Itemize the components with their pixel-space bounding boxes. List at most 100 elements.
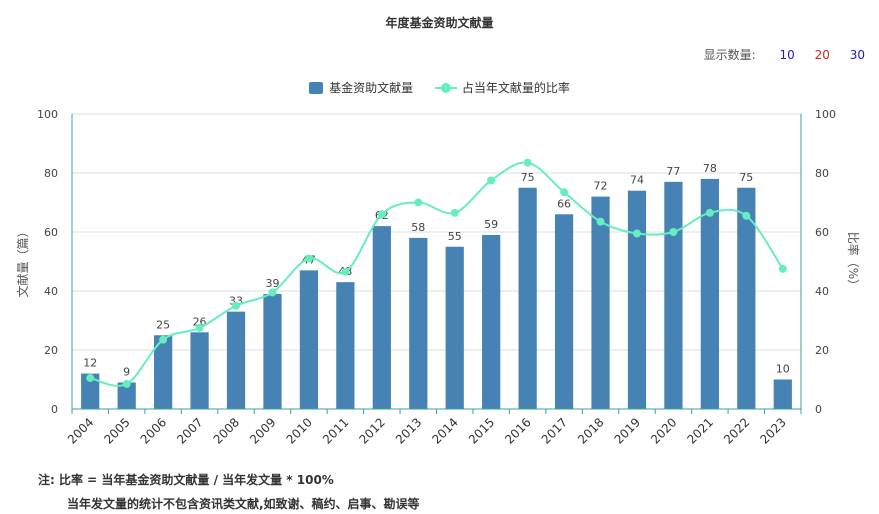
x-tick-label: 2019 [612,415,643,446]
display-count-option-10[interactable]: 10 [779,48,795,62]
ratio-point [669,228,678,236]
bar-data-label: 58 [411,221,425,234]
bar-data-label: 39 [265,277,279,290]
display-count-option-30[interactable]: 30 [849,48,865,62]
bar [81,373,100,409]
ratio-point [304,254,313,263]
bar [190,332,209,409]
x-tick-label: 2013 [393,415,424,446]
bar-data-label: 75 [521,171,535,184]
bar [700,178,719,409]
bar-data-label: 72 [594,180,608,193]
legend-line-swatch [434,82,457,94]
bar [226,311,246,409]
bar-data-label: 66 [557,197,571,210]
ratio-point [560,188,569,197]
bar [773,379,792,409]
legend-item-line[interactable]: 占当年文献量的比率 [434,79,570,96]
x-tick-label: 2009 [247,415,278,446]
chart-legend: 基金资助文献量 占当年文献量的比率 [0,79,879,97]
x-tick-label: 2014 [429,415,460,446]
y-tick-label-left: 40 [44,285,58,298]
y-axis-title-right: 比率（%） [846,232,861,291]
ratio-point [632,229,641,238]
x-tick-label: 2015 [466,415,497,446]
y-tick-label-left: 0 [51,403,58,416]
x-tick-label: 2020 [648,415,679,446]
x-tick-label: 2011 [320,415,351,446]
bar [482,234,501,409]
bar [117,382,136,409]
bar [409,237,428,409]
x-tick-label: 2023 [757,415,788,446]
legend-bar-swatch [309,81,324,94]
y-tick-label-right: 40 [815,285,829,298]
x-tick-label: 2004 [65,415,96,446]
y-axis-title-left: 文献量（篇） [15,225,30,297]
ratio-point [232,301,241,310]
bar-data-label: 75 [739,171,753,184]
x-tick-label: 2006 [138,415,169,446]
bar [518,187,537,409]
y-tick-label-right: 80 [815,167,829,180]
ratio-point [705,208,714,217]
ratio-point [487,176,496,185]
bar-data-label: 59 [484,218,498,231]
bar [554,214,574,409]
bar [336,282,355,409]
ratio-point [122,379,131,388]
bar-data-label: 9 [123,365,130,378]
bar-series [81,178,792,409]
legend-item-bar[interactable]: 基金资助文献量 [309,79,413,96]
y-tick-label-left: 100 [37,108,58,121]
ratio-point [86,374,95,383]
legend-line-label: 占当年文献量的比率 [461,81,570,95]
y-tick-label-left: 20 [44,344,58,357]
x-tick-label: 2021 [684,415,715,446]
bar-data-labels: 129252633394743625855597566727477787510 [83,162,790,379]
bar [737,187,756,409]
display-count-label: 显示数量: [703,48,756,62]
y-tick-label-right: 60 [815,226,829,239]
y-tick-label-left: 80 [44,167,58,180]
legend-bar-label: 基金资助文献量 [329,81,414,95]
bar [627,190,647,409]
bar-data-label: 77 [666,165,680,178]
bar-data-label: 78 [703,162,717,175]
bar-data-label: 25 [156,318,170,331]
bar-data-label: 74 [630,174,644,187]
note-exclusion: 当年发文量的统计不包含资讯类文献,如致谢、稿约、启事、勘误等 [67,497,420,511]
x-tick-label: 2017 [539,415,570,446]
y-tick-label-right: 100 [815,108,836,121]
x-tick-label: 2010 [284,415,315,446]
y-tick-label-right: 0 [815,403,822,416]
bar-data-label: 55 [448,230,462,243]
bar [591,196,610,409]
y-tick-label-right: 20 [815,344,829,357]
ratio-point [742,211,751,220]
x-tick-label: 2016 [502,415,533,446]
ratio-point [596,217,605,226]
line-series [86,158,787,388]
grid-lines [72,113,801,351]
x-tick-label: 2008 [211,415,242,446]
ratio-point [159,335,168,344]
ratio-point [377,210,386,219]
chart-title: 年度基金资助文献量 [385,16,494,30]
x-tick-label: 2007 [174,415,205,446]
bar [154,335,173,409]
x-tick-label: 2022 [721,415,752,446]
display-count-selector: 显示数量: 10 20 30 [704,46,865,63]
display-count-option-20[interactable]: 20 [814,48,830,62]
bar [664,181,683,409]
ratio-point [268,288,277,297]
note-formula: 注: 比率 = 当年基金资助文献量 / 当年发文量 * 100% [38,473,334,487]
ratio-point [341,267,350,276]
ratio-point [414,198,423,207]
x-tick-label: 2012 [356,415,387,446]
ratio-point [195,323,204,332]
bar [263,293,282,409]
bar-data-label: 12 [83,357,97,370]
